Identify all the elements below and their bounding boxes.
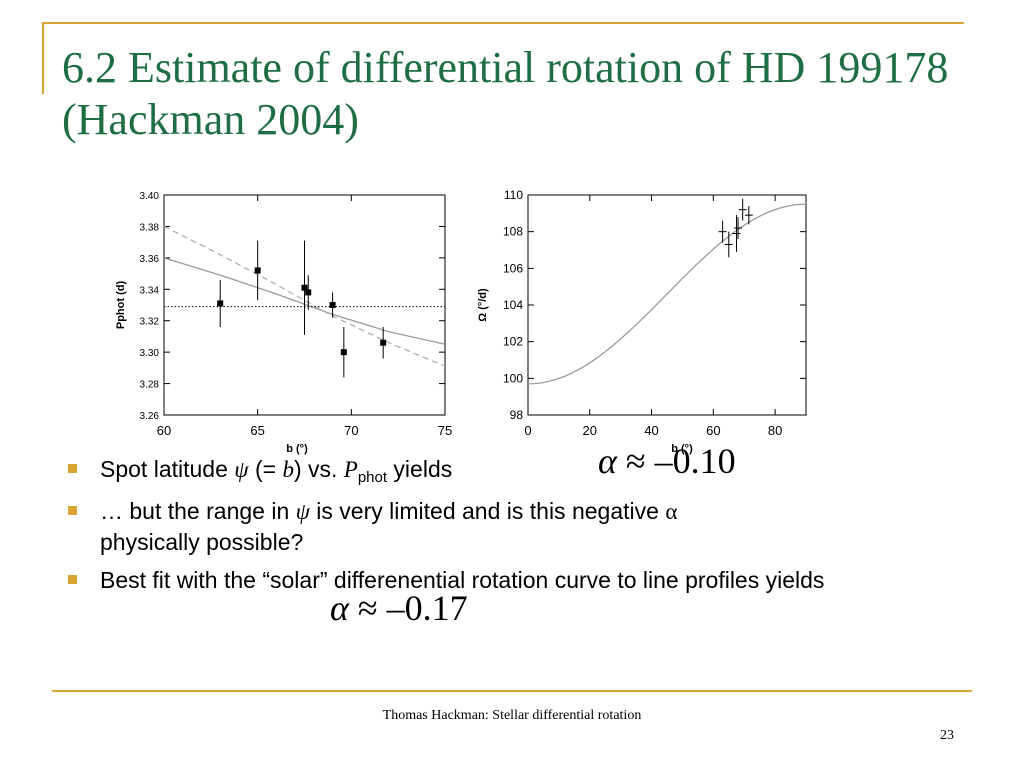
y-tick-label: 3.26	[140, 411, 160, 422]
psi-symbol: ψ	[234, 457, 249, 482]
data-point	[254, 267, 261, 274]
data-point	[329, 302, 336, 308]
series-dashed-line	[163, 225, 446, 367]
y-tick-label: 3.34	[140, 285, 160, 296]
page-number: 23	[940, 728, 954, 743]
y-tick-label: 98	[510, 408, 524, 422]
y-axis-label: Ω (°/d)	[477, 288, 489, 322]
b-symbol: b	[282, 457, 294, 482]
bullet-text: physically possible?	[100, 529, 304, 555]
x-tick-label: 60	[706, 423, 720, 438]
bullet-text: yields	[387, 456, 453, 482]
data-point	[380, 339, 387, 346]
y-tick-label: 3.40	[140, 191, 160, 202]
p-symbol: P	[343, 457, 358, 482]
x-tick-label: 0	[524, 423, 531, 438]
bullet-item-1: Spot latitude ψ (= b) vs. Pphot yields α…	[62, 443, 942, 488]
title-top-rule	[42, 22, 964, 24]
data-point	[305, 289, 312, 296]
x-tick-label: 80	[768, 423, 782, 438]
data-point	[301, 284, 308, 291]
data-point	[217, 300, 224, 307]
title-accent-bar	[42, 22, 44, 94]
bullet-text: ) vs.	[293, 456, 344, 482]
chart-omega-vs-latitude: 0 20 40 60 80 98 100 102 104 106 108 110 b (°) Ω (°…	[477, 188, 807, 455]
bullet-text: Best fit with the “solar” differenential…	[100, 567, 825, 593]
y-tick-label: 3.36	[140, 254, 160, 265]
bullet-item-2: … but the range in ψ is very limited and…	[62, 496, 942, 557]
y-axis-label: Pphot (d)	[115, 281, 127, 330]
bullet-text: is very limited and is this negative	[309, 498, 666, 524]
plot-frame	[163, 194, 446, 416]
alpha-symbol: α	[665, 499, 678, 524]
alpha-equation-1: α ≈ –0.10	[598, 441, 736, 481]
y-tick-label: 108	[503, 225, 523, 239]
x-axis-label: b (°)	[286, 443, 308, 455]
bullet-item-3: Best fit with the “solar” differenential…	[62, 565, 920, 626]
plot-frame	[527, 194, 807, 416]
y-tick-label: 106	[503, 261, 523, 275]
y-tick-label: 3.38	[140, 222, 160, 233]
bullet-text: … but the range in	[100, 498, 296, 524]
x-tick-label: 75	[438, 423, 452, 438]
bullet-list: Spot latitude ψ (= b) vs. Pphot yields α…	[62, 443, 942, 626]
slide-title: 6.2 Estimate of differential rotation of…	[62, 43, 949, 144]
footer-author: Thomas Hackman: Stellar differential rot…	[382, 708, 642, 723]
series-solid-line	[527, 203, 807, 385]
x-tick-label: 60	[157, 423, 171, 438]
y-tick-label: 110	[504, 188, 523, 202]
bullet-text: (=	[248, 456, 283, 482]
p-subscript: phot	[357, 469, 388, 486]
chart-period-vs-latitude: 60 65 70 75 3.26 3.28 3.30 3.32 3.34 3.36 3.38 3.40…	[115, 191, 452, 455]
data-point	[340, 349, 347, 356]
x-tick-label: 40	[644, 423, 658, 438]
x-tick-label: 20	[583, 423, 597, 438]
y-tick-label: 3.32	[140, 317, 160, 328]
bullet-text: Spot latitude	[100, 456, 235, 482]
y-tick-label: 102	[503, 335, 523, 349]
bullet-square-icon	[68, 575, 77, 584]
y-tick-label: 104	[503, 298, 523, 312]
bullet-square-icon	[68, 506, 77, 515]
y-tick-label: 3.30	[140, 348, 160, 359]
bullet-square-icon	[68, 464, 77, 473]
footer-rule	[52, 690, 972, 692]
psi-symbol: ψ	[295, 499, 310, 524]
y-tick-label: 100	[503, 371, 523, 385]
x-tick-label: 70	[344, 423, 358, 438]
x-axis-label: b (°)	[671, 443, 693, 455]
x-tick-label: 65	[250, 423, 264, 438]
alpha-equation-2: α ≈ –0.17	[330, 588, 468, 628]
y-tick-label: 3.28	[140, 380, 160, 391]
